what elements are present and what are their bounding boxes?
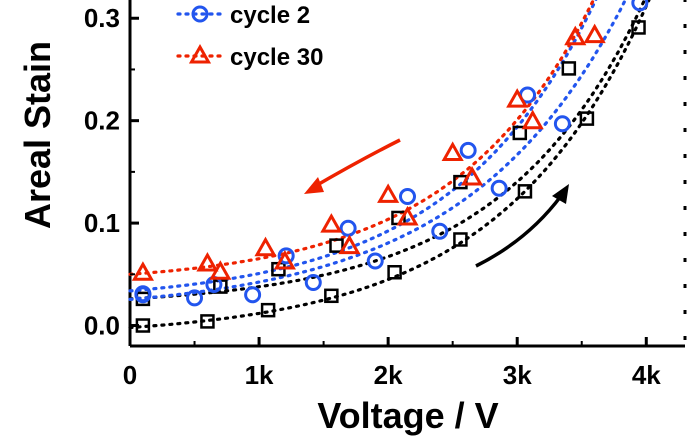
data-point-square <box>561 61 577 76</box>
data-point-square <box>329 238 344 253</box>
data-point-circle <box>186 289 204 307</box>
x-tick-label: 3k <box>503 360 532 390</box>
y-tick-label: 0.2 <box>84 106 120 136</box>
y-tick-label: 0.1 <box>84 208 120 238</box>
x-tick-label: 4k <box>632 360 661 390</box>
data-point-triangle <box>583 23 606 44</box>
data-point-square <box>517 184 533 199</box>
data-point-triangle <box>273 249 296 270</box>
y-tick-label: 0.3 <box>84 3 120 33</box>
data-point-square <box>324 288 339 304</box>
axes: 0 1k 2k 3k 4k 0.0 0.1 0.2 0.3 <box>84 3 661 390</box>
data-point-triangle <box>254 236 277 257</box>
data-point-circle <box>366 252 384 270</box>
data-point-triangle <box>209 260 232 280</box>
data-point-triangle <box>131 261 154 281</box>
fit-curve-black-lower <box>128 0 651 330</box>
data-point-circle <box>134 286 152 304</box>
data-point-circle <box>399 187 416 205</box>
data-point-square <box>453 232 468 247</box>
y-tick-label: 0.0 <box>84 311 120 341</box>
plot-frame <box>128 0 687 348</box>
x-tick-label: 0 <box>123 360 137 390</box>
data-point-circle <box>304 273 322 291</box>
data-point-circle <box>244 286 262 304</box>
arrow-black-head <box>552 184 569 204</box>
data-point-triangle <box>196 252 219 272</box>
legend-label: cycle 2 <box>230 2 310 29</box>
data-point-triangle <box>441 141 464 161</box>
x-axis-label: Voltage / V <box>317 395 498 436</box>
legend-label: cycle 30 <box>230 44 323 71</box>
data-point-circle <box>631 0 649 12</box>
data-point-triangle <box>460 165 484 186</box>
data-point-square <box>631 20 646 35</box>
direction-arrows <box>304 138 569 268</box>
arrow-red-head <box>304 177 324 194</box>
data-point-circle <box>459 141 477 159</box>
legend-marker-circle <box>191 5 209 23</box>
data-point-triangle <box>377 183 400 203</box>
data-point-triangle <box>506 88 529 108</box>
data-point-circle <box>339 219 357 237</box>
data-point-circle <box>277 247 295 265</box>
arrow-red-shaft <box>311 138 401 190</box>
x-tick-label: 1k <box>245 360 274 390</box>
data-point-triangle <box>396 205 419 226</box>
fit-curve-blue-lower <box>128 0 628 301</box>
data-point-square <box>387 265 402 280</box>
data-point-triangle <box>564 25 587 46</box>
data-point-triangle <box>320 213 343 233</box>
data-point-triangle <box>338 234 361 255</box>
data-point-square <box>512 125 528 141</box>
data-point-circle <box>553 115 571 133</box>
data-point-square <box>200 314 215 329</box>
data-point-triangle <box>521 109 544 130</box>
fit-curve-red <box>128 0 596 276</box>
legend-marker-triangle <box>188 43 212 64</box>
data-point-circle <box>431 222 449 240</box>
data-point-square <box>579 111 595 126</box>
data-point-square <box>453 174 468 190</box>
y-axis-label: Areal Stain <box>17 41 58 229</box>
x-tick-label: 2k <box>374 360 403 390</box>
data-markers <box>131 0 649 333</box>
data-point-circle <box>490 179 508 197</box>
arrow-black-shaft <box>475 194 563 268</box>
fit-curve-blue-upper <box>128 0 598 293</box>
data-point-square <box>260 302 276 318</box>
legend: cycle 2 cycle 30 <box>176 2 323 71</box>
